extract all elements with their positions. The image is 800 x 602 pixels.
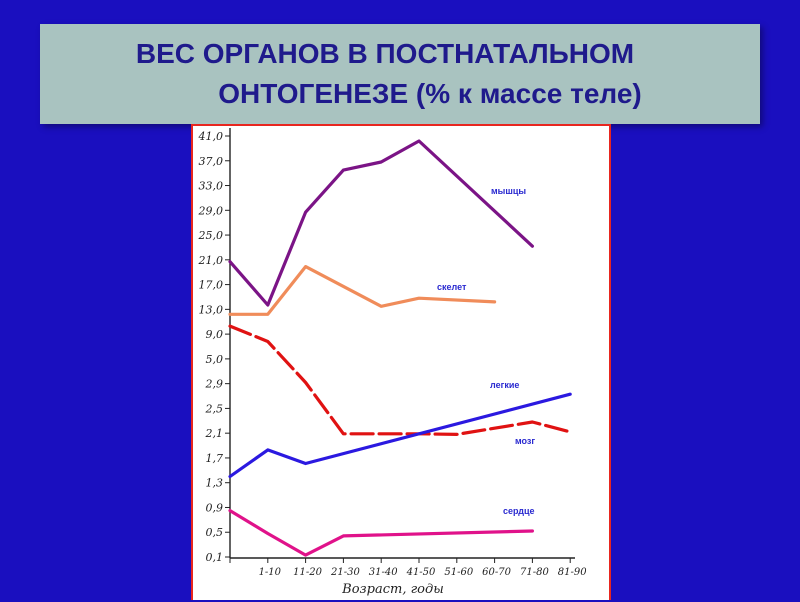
x-tick-label: 1-10	[259, 567, 282, 578]
y-tick-label: 2,9	[205, 378, 224, 391]
series-line-легкие	[228, 324, 572, 436]
title-band: ВЕС ОРГАНОВ В ПОСТНАТАЛЬНОМ ОНТОГЕНЕЗЕ (…	[40, 24, 760, 124]
series-line-скелет	[228, 265, 497, 316]
series-line-мозг	[228, 392, 572, 479]
series-label: мозг	[515, 436, 535, 446]
y-tick-label: 1,7	[206, 452, 224, 465]
x-tick-label: 31-40	[369, 567, 398, 578]
line-chart: 0,1 0,5 0,9 1,3 1,7 2,1 2,5 2,9 5,0 9,0 13,0 17,0 21…	[198, 128, 587, 597]
page-title: ВЕС ОРГАНОВ В ПОСТНАТАЛЬНОМ ОНТОГЕНЕЗЕ (…	[40, 34, 760, 114]
chart-panel: 0,1 0,5 0,9 1,3 1,7 2,1 2,5 2,9 5,0 9,0 13,0 17,0 21…	[191, 124, 611, 600]
y-tick-label: 37,0	[199, 155, 224, 168]
y-tick-label: 2,5	[205, 402, 224, 415]
x-tick-label: 51-60	[444, 567, 473, 578]
series-label: скелет	[437, 282, 467, 292]
y-tick-label: 0,1	[206, 551, 224, 564]
title-line-1: ВЕС ОРГАНОВ В ПОСТНАТАЛЬНОМ	[135, 38, 635, 69]
y-tick-label: 29,0	[198, 204, 224, 217]
series-label: мышцы	[491, 186, 526, 196]
y-tick-label: 5,0	[206, 353, 224, 366]
y-tick-label: 2,1	[205, 427, 224, 440]
x-tick-label: 21-30	[330, 567, 360, 578]
y-tick-label: 1,3	[206, 477, 224, 490]
x-axis-label: Возраст, годы	[341, 582, 444, 597]
x-tick-label: 11-20	[293, 567, 322, 578]
x-tick-label: 60-70	[482, 567, 511, 578]
x-tick-label: 71-80	[520, 567, 549, 578]
y-tick-label: 25,0	[198, 229, 224, 242]
y-tick-label: 21,0	[198, 254, 224, 267]
y-tick-label: 13,0	[199, 303, 224, 316]
title-line-2: ОНТОГЕНЕЗЕ (% к массе теле)	[218, 78, 642, 109]
y-tick-label: 33,0	[199, 180, 224, 193]
series-label: легкие	[490, 380, 519, 390]
series-label: сердце	[503, 506, 535, 516]
series-line-мышцы	[228, 139, 534, 307]
x-tick-label: 41-50	[406, 567, 436, 578]
y-tick-label: 0,5	[206, 526, 224, 539]
series-line-сердце	[228, 509, 534, 557]
x-tick-label: 81-90	[558, 567, 587, 578]
y-tick-label: 0,9	[206, 501, 224, 514]
y-tick-label: 41,0	[198, 130, 224, 143]
y-tick-label: 17,0	[199, 279, 224, 292]
y-tick-label: 9,0	[206, 328, 224, 341]
